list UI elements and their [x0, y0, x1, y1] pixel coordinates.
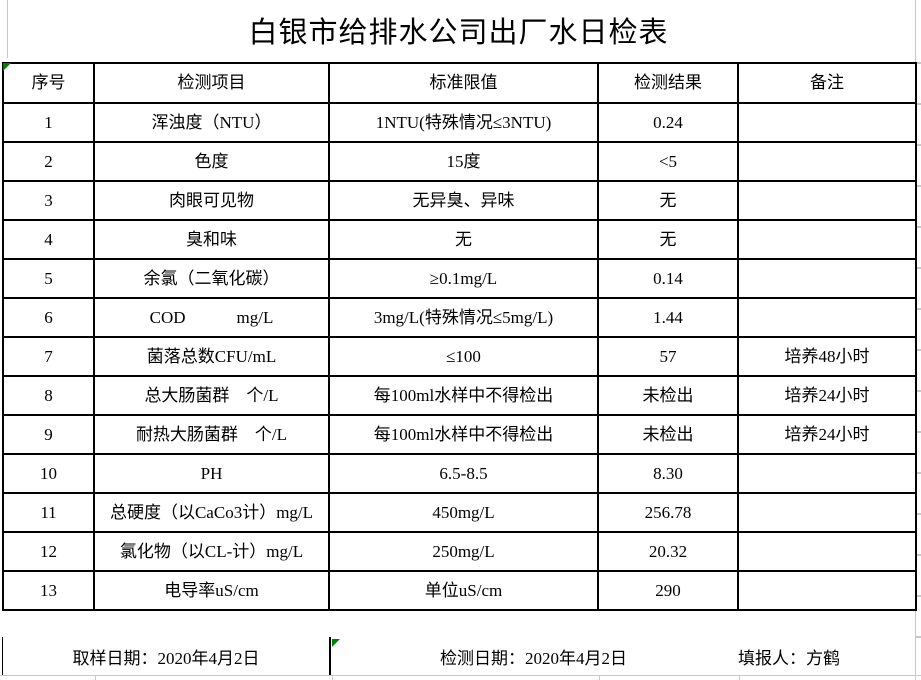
cell-item: 臭和味 [93, 219, 330, 260]
cell-result: 8.30 [597, 453, 739, 494]
gridline-bottom [0, 675, 921, 676]
cell-flag-icon [3, 63, 11, 71]
cell-limit: 250mg/L [328, 531, 599, 572]
cell-remark [737, 180, 917, 221]
table-row: 4 臭和味 无 无 [2, 219, 917, 260]
table-row: 3 肉眼可见物 无异臭、异味 无 [2, 180, 917, 221]
cell-seq: 5 [2, 258, 95, 299]
cell-remark [737, 141, 917, 182]
reporter: 填报人：方鹤 [738, 648, 840, 668]
cell-seq: 4 [2, 219, 95, 260]
cell-item: 肉眼可见物 [93, 180, 330, 221]
table-row: 2 色度 15度 <5 [2, 141, 917, 182]
cell-seq: 6 [2, 297, 95, 338]
table-row: 6 COD mg/L 3mg/L(特殊情况≤5mg/L) 1.44 [2, 297, 917, 338]
cell-item: 余氯（二氧化碳） [93, 258, 330, 299]
header-remark: 备注 [737, 62, 917, 104]
inspection-table: 序号 检测项目 标准限值 检测结果 备注 1 浑浊度（NTU） 1NTU(特殊情… [2, 62, 917, 611]
cell-result: 57 [597, 336, 739, 377]
cell-limit: 15度 [328, 141, 599, 182]
cell-seq: 8 [2, 375, 95, 416]
gridline-top-left [7, 0, 8, 58]
cell-limit: ≤100 [328, 336, 599, 377]
cell-limit: 3mg/L(特殊情况≤5mg/L) [328, 297, 599, 338]
cell-item: 氯化物（以CL-计）mg/L [93, 531, 330, 572]
header-seq: 序号 [2, 62, 95, 104]
table-row: 7 菌落总数CFU/mL ≤100 57 培养48小时 [2, 336, 917, 377]
cell-seq: 2 [2, 141, 95, 182]
cell-seq: 1 [2, 102, 95, 143]
cell-result: 无 [597, 219, 739, 260]
cell-item: 菌落总数CFU/mL [93, 336, 330, 377]
table-row: 1 浑浊度（NTU） 1NTU(特殊情况≤3NTU) 0.24 [2, 102, 917, 143]
cell-limit: 单位uS/cm [328, 570, 599, 611]
cell-result: 290 [597, 570, 739, 611]
cell-item: 电导率uS/cm [93, 570, 330, 611]
cell-result: 20.32 [597, 531, 739, 572]
cell-item: COD mg/L [93, 297, 330, 338]
cell-remark [737, 453, 917, 494]
cell-remark [737, 258, 917, 299]
table-row: 10 PH 6.5-8.5 8.30 [2, 453, 917, 494]
cell-result: 未检出 [597, 414, 739, 455]
table-row: 9 耐热大肠菌群 个/L 每100ml水样中不得检出 未检出 培养24小时 [2, 414, 917, 455]
cell-flag-icon [332, 639, 340, 647]
cell-limit: ≥0.1mg/L [328, 258, 599, 299]
cell-remark [737, 297, 917, 338]
table-row: 8 总大肠菌群 个/L 每100ml水样中不得检出 未检出 培养24小时 [2, 375, 917, 416]
cell-seq: 11 [2, 492, 95, 533]
cell-remark: 培养24小时 [737, 414, 917, 455]
cell-seq: 3 [2, 180, 95, 221]
cell-seq: 7 [2, 336, 95, 377]
cell-remark [737, 492, 917, 533]
header-item: 检测项目 [93, 62, 330, 104]
header-limit: 标准限值 [328, 62, 599, 104]
cell-remark [737, 219, 917, 260]
cell-remark: 培养48小时 [737, 336, 917, 377]
cell-limit: 450mg/L [328, 492, 599, 533]
cell-result: 256.78 [597, 492, 739, 533]
cell-seq: 9 [2, 414, 95, 455]
header-result: 检测结果 [597, 62, 739, 104]
cell-result: 未检出 [597, 375, 739, 416]
cell-limit: 每100ml水样中不得检出 [328, 414, 599, 455]
cell-limit: 无 [328, 219, 599, 260]
cell-result: 0.14 [597, 258, 739, 299]
cell-limit: 无异臭、异味 [328, 180, 599, 221]
test-date: 检测日期：2020年4月2日 [440, 648, 627, 668]
cell-item: 总硬度（以CaCo3计）mg/L [93, 492, 330, 533]
cell-limit: 1NTU(特殊情况≤3NTU) [328, 102, 599, 143]
cell-seq: 13 [2, 570, 95, 611]
cell-limit: 6.5-8.5 [328, 453, 599, 494]
header-row: 序号 检测项目 标准限值 检测结果 备注 [2, 62, 917, 104]
cell-remark: 培养24小时 [737, 375, 917, 416]
cell-item: 色度 [93, 141, 330, 182]
cell-result: 1.44 [597, 297, 739, 338]
cell-item: 耐热大肠菌群 个/L [93, 414, 330, 455]
cell-item: 总大肠菌群 个/L [93, 375, 330, 416]
cell-result: 0.24 [597, 102, 739, 143]
footer-row: 取样日期：2020年4月2日 检测日期：2020年4月2日 填报人：方鹤 [2, 637, 916, 675]
page-title: 白银市给排水公司出厂水日检表 [248, 17, 669, 49]
cell-item: PH [93, 453, 330, 494]
cell-item: 浑浊度（NTU） [93, 102, 330, 143]
table-row: 5 余氯（二氧化碳） ≥0.1mg/L 0.14 [2, 258, 917, 299]
table-row: 12 氯化物（以CL-计）mg/L 250mg/L 20.32 [2, 531, 917, 572]
cell-remark [737, 531, 917, 572]
sample-date: 取样日期：2020年4月2日 [3, 637, 331, 675]
cell-remark [737, 570, 917, 611]
table-row: 11 总硬度（以CaCo3计）mg/L 450mg/L 256.78 [2, 492, 917, 533]
table-row: 13 电导率uS/cm 单位uS/cm 290 [2, 570, 917, 611]
cell-seq: 12 [2, 531, 95, 572]
cell-seq: 10 [2, 453, 95, 494]
cell-remark [737, 102, 917, 143]
cell-result: <5 [597, 141, 739, 182]
cell-result: 无 [597, 180, 739, 221]
cell-limit: 每100ml水样中不得检出 [328, 375, 599, 416]
